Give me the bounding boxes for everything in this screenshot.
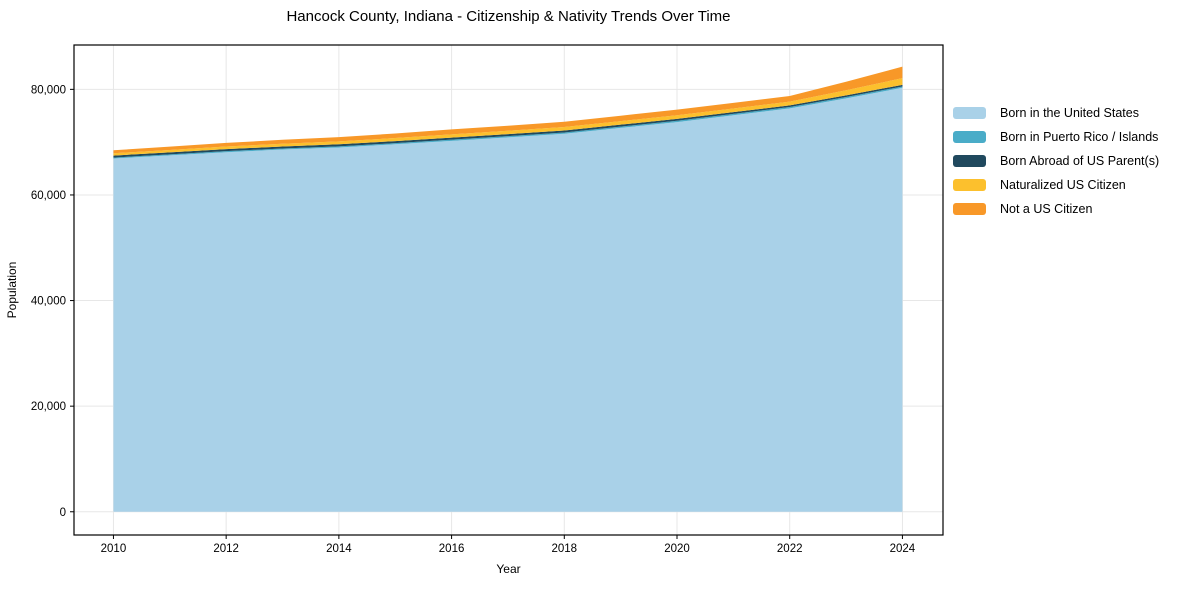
legend-item: Not a US Citizen (953, 197, 1159, 221)
plot-frame (73, 44, 944, 536)
legend-swatch (953, 106, 986, 120)
legend-item: Naturalized US Citizen (953, 173, 1159, 197)
x-tick-label: 2020 (664, 543, 690, 555)
legend-label: Not a US Citizen (1000, 202, 1093, 216)
chart-title: Hancock County, Indiana - Citizenship & … (286, 8, 731, 25)
x-tick-label: 2010 (101, 543, 127, 555)
legend-swatch (953, 130, 986, 144)
x-tick-label: 2018 (551, 543, 577, 555)
x-tick-label: 2014 (326, 543, 352, 555)
y-tick-label: 20,000 (31, 401, 66, 413)
legend-label: Born in Puerto Rico / Islands (1000, 130, 1159, 144)
area-series (113, 87, 903, 512)
legend-label: Born in the United States (1000, 106, 1139, 120)
legend-label: Born Abroad of US Parent(s) (1000, 154, 1160, 168)
x-tick-label: 2012 (213, 543, 239, 555)
y-tick-label: 60,000 (31, 190, 66, 202)
x-tick-label: 2024 (890, 543, 916, 555)
legend-item: Born Abroad of US Parent(s) (953, 149, 1159, 173)
legend-swatch (953, 178, 986, 192)
x-tick-label: 2016 (439, 543, 465, 555)
chart-legend: Born in the United States Born in Puerto … (953, 101, 1159, 221)
legend-item: Born in the United States (953, 101, 1159, 125)
legend-label: Naturalized US Citizen (1000, 178, 1126, 192)
x-axis-label: Year (496, 562, 520, 576)
legend-item: Born in Puerto Rico / Islands (953, 125, 1159, 149)
y-tick-label: 0 (60, 507, 66, 519)
y-tick-label: 40,000 (31, 296, 66, 308)
legend-swatch (953, 202, 986, 216)
y-axis-label: Population (5, 262, 19, 319)
legend-swatch (953, 154, 986, 168)
x-tick-label: 2022 (777, 543, 803, 555)
y-tick-label: 80,000 (31, 84, 66, 96)
